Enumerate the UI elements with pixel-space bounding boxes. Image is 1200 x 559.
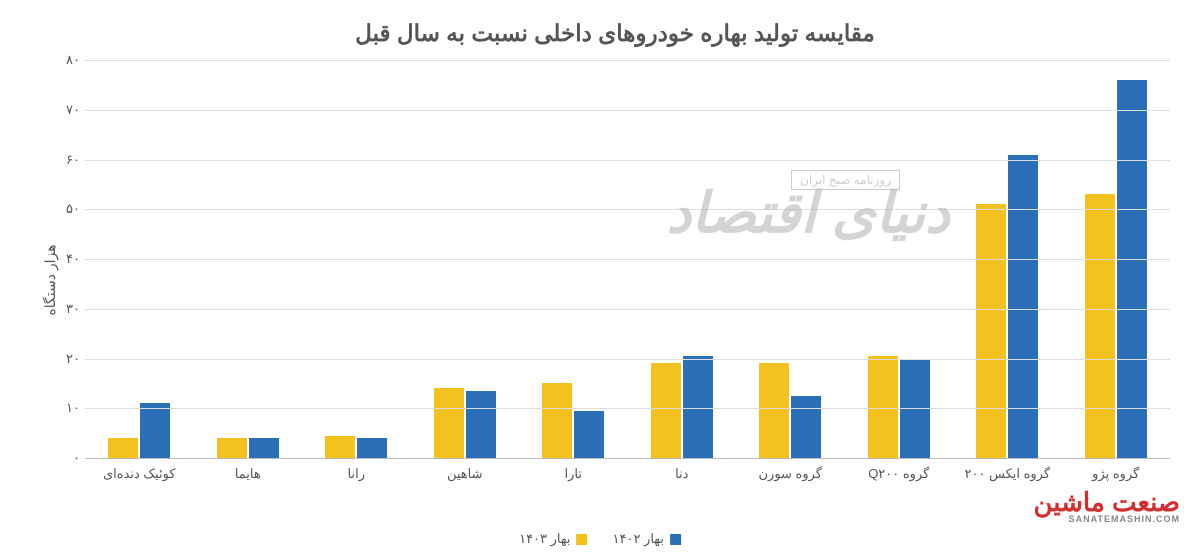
- watermark-right-sub: SANATEMASHIN.COM: [1034, 515, 1181, 524]
- x-tick-label: شاهین: [420, 466, 510, 483]
- bar: [249, 438, 279, 458]
- gridline: [85, 259, 1170, 260]
- watermark-right-main: صنعت ماشین: [1034, 489, 1181, 515]
- legend-item: بهار ۱۴۰۳: [519, 531, 587, 547]
- gridline: [85, 359, 1170, 360]
- bar: [357, 438, 387, 458]
- legend-label: بهار ۱۴۰۲: [613, 531, 664, 547]
- gridline: [85, 408, 1170, 409]
- x-tick-label: تارا: [528, 466, 618, 483]
- bar: [574, 411, 604, 458]
- bar: [791, 396, 821, 458]
- legend-item: بهار ۱۴۰۲: [613, 531, 681, 547]
- x-tick-label: گروه Q۲۰۰: [854, 466, 944, 483]
- bar: [140, 403, 170, 458]
- bar: [759, 363, 789, 458]
- plot-area: گروه پژوگروه ایکس ۲۰۰گروه Q۲۰۰گروه سورند…: [85, 60, 1170, 459]
- x-tick-label: گروه پژو: [1071, 466, 1161, 483]
- bar: [325, 436, 355, 458]
- bar: [683, 356, 713, 458]
- y-tick-label: ۴۰: [45, 251, 80, 267]
- bar: [1117, 80, 1147, 458]
- y-tick-label: ۳۰: [45, 301, 80, 317]
- y-tick-label: ۵۰: [45, 201, 80, 217]
- bar: [868, 356, 898, 458]
- y-tick-label: ۱۰: [45, 400, 80, 416]
- y-tick-label: ۲۰: [45, 351, 80, 367]
- chart-title: مقایسه تولید بهاره خودروهای داخلی نسبت ب…: [70, 20, 1160, 47]
- gridline: [85, 110, 1170, 111]
- x-tick-label: گروه ایکس ۲۰۰: [962, 466, 1052, 483]
- gridline: [85, 60, 1170, 61]
- bar: [108, 438, 138, 458]
- watermark-right: صنعت ماشین SANATEMASHIN.COM: [1034, 489, 1181, 524]
- gridline: [85, 309, 1170, 310]
- x-tick-label: کوئیک دنده‌ای: [94, 466, 184, 483]
- bar: [651, 363, 681, 458]
- legend-swatch: [670, 534, 681, 545]
- x-tick-label: دنا: [637, 466, 727, 483]
- x-tick-label: گروه سورن: [745, 466, 835, 483]
- y-tick-label: ۸۰: [45, 52, 80, 68]
- bar: [1008, 155, 1038, 458]
- gridline: [85, 209, 1170, 210]
- legend: بهار ۱۴۰۲ بهار ۱۴۰۳: [519, 531, 681, 547]
- bar: [217, 438, 247, 458]
- bar: [434, 388, 464, 458]
- legend-swatch: [577, 534, 588, 545]
- y-tick-label: ۶۰: [45, 152, 80, 168]
- gridline: [85, 160, 1170, 161]
- y-tick-label: ۷۰: [45, 102, 80, 118]
- chart-container: مقایسه تولید بهاره خودروهای داخلی نسبت ب…: [0, 0, 1200, 559]
- x-tick-label: رانا: [311, 466, 401, 483]
- y-tick-label: ۰: [45, 450, 80, 466]
- bar: [1085, 194, 1115, 458]
- bar: [542, 383, 572, 458]
- bar: [976, 204, 1006, 458]
- legend-label: بهار ۱۴۰۳: [519, 531, 570, 547]
- bar: [466, 391, 496, 458]
- x-tick-label: هایما: [203, 466, 293, 483]
